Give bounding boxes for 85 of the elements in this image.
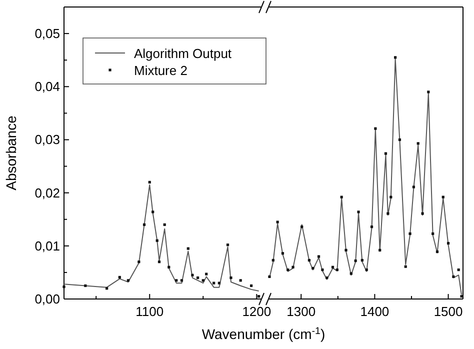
point: [300, 225, 304, 228]
x-tick-label: 1200: [242, 304, 272, 319]
point: [378, 248, 382, 252]
point: [365, 268, 368, 272]
point: [156, 239, 158, 242]
point: [138, 260, 140, 264]
point: [163, 223, 166, 226]
point: [436, 250, 439, 254]
point: [374, 127, 377, 130]
point: [268, 275, 271, 278]
point: [408, 232, 412, 235]
x-tick-label: 1100: [136, 304, 164, 319]
point: [142, 223, 146, 226]
point: [148, 180, 151, 184]
line-series: [64, 184, 260, 292]
y-axis-title: Absorbance: [3, 115, 19, 190]
point: [404, 265, 407, 268]
point: [394, 56, 397, 59]
point: [416, 142, 420, 145]
point: [180, 279, 184, 282]
point: [281, 252, 284, 255]
x-axis-title: Wavenumber (cm$^{-1}$): [202, 326, 326, 342]
point: [272, 258, 274, 262]
x-tick-label: 1400: [360, 304, 390, 319]
point: [196, 276, 200, 280]
point: [360, 258, 364, 262]
point: [205, 272, 208, 276]
x-tick-label: 1300: [286, 304, 316, 319]
point: [250, 284, 253, 288]
point: [384, 152, 388, 155]
point: [84, 284, 87, 288]
y-tick-label: 0,04: [34, 79, 60, 94]
point: [158, 260, 161, 264]
point: [218, 282, 220, 284]
point: [175, 279, 178, 282]
point: [460, 295, 463, 298]
point: [191, 274, 194, 276]
x-tick-label: 1500: [434, 304, 463, 319]
y-tick-label: 0,01: [34, 238, 60, 254]
point: [168, 266, 170, 268]
point: [186, 247, 190, 250]
point: [398, 138, 402, 142]
y-tick-label: 0,03: [34, 132, 60, 148]
point: [452, 275, 455, 278]
point: [354, 259, 357, 262]
point: [321, 268, 324, 272]
point: [202, 279, 204, 282]
point: [326, 276, 328, 280]
point: [442, 196, 444, 198]
point: [286, 268, 290, 272]
point: [386, 212, 390, 215]
point: [230, 276, 232, 280]
point: [427, 90, 430, 94]
point: [446, 242, 450, 245]
point: [457, 268, 460, 272]
point: [350, 272, 352, 275]
point: [106, 287, 108, 290]
point: [118, 276, 121, 279]
point: [126, 279, 130, 282]
point: [370, 225, 374, 228]
point: [308, 258, 311, 262]
y-tick-label: 0,02: [34, 185, 60, 200]
point: [239, 279, 242, 282]
point: [344, 248, 348, 252]
point: [421, 212, 424, 215]
point: [212, 282, 216, 284]
point: [257, 295, 260, 298]
point: [152, 210, 154, 214]
point: [336, 268, 338, 272]
point: [357, 210, 360, 214]
legend-label: Algorithm Output: [134, 46, 232, 61]
point: [276, 220, 279, 224]
point: [317, 255, 320, 258]
point: [292, 266, 294, 268]
point: [331, 266, 334, 268]
point: [390, 196, 392, 198]
y-tick-label: 0,00: [34, 292, 60, 306]
point: [340, 196, 343, 198]
legend-label: Mixture 2: [134, 63, 188, 78]
point: [62, 285, 66, 288]
point: [412, 186, 415, 188]
y-tick-label: 0,05: [34, 26, 60, 42]
point: [312, 266, 314, 270]
point: [432, 232, 434, 235]
point: [226, 244, 230, 246]
